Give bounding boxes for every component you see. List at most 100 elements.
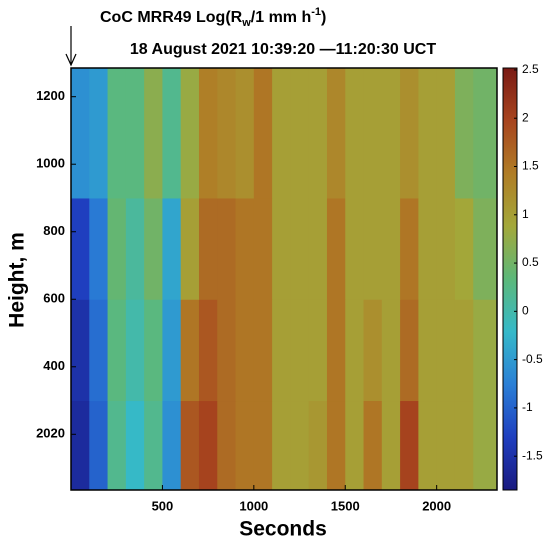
heat-cell xyxy=(272,299,291,402)
heat-cell xyxy=(436,68,456,199)
heat-cell xyxy=(290,197,310,300)
heat-cell xyxy=(400,197,419,300)
colorbar-tick-label: 1.5 xyxy=(522,159,539,173)
heat-cell xyxy=(381,197,401,300)
heat-cell xyxy=(418,68,438,199)
heat-cell xyxy=(180,197,200,300)
colorbar-tick-label: 2.5 xyxy=(522,62,539,76)
heat-cell xyxy=(400,400,419,491)
heat-cell xyxy=(162,197,182,300)
heat-cell xyxy=(436,400,456,491)
heat-cell xyxy=(363,299,383,402)
heat-cell xyxy=(162,68,182,199)
colorbar-tick-label: 0.5 xyxy=(522,255,539,269)
heat-cell xyxy=(198,197,218,300)
heat-cell xyxy=(454,299,474,402)
heat-cell xyxy=(363,400,383,491)
heat-cell xyxy=(253,299,273,402)
heat-cell xyxy=(89,400,109,491)
heat-cell xyxy=(272,400,291,491)
x-tick-label: 2000 xyxy=(422,498,451,513)
heat-cell xyxy=(363,68,383,199)
heat-cell xyxy=(144,68,163,199)
heat-cell xyxy=(400,299,419,402)
heat-cell xyxy=(400,68,419,199)
heat-cell xyxy=(217,197,237,300)
heat-cell xyxy=(308,68,328,199)
colorbar-tick-label: 0 xyxy=(522,304,529,318)
plot-frame xyxy=(70,67,498,491)
heat-cell xyxy=(71,68,90,199)
x-tick-label: 1000 xyxy=(239,498,268,513)
chart-title: CoC MRR49 Log(Rw/1 mm h-1) xyxy=(100,6,326,29)
y-tick-label: 400 xyxy=(43,358,65,373)
colorbar-tick-label: 1 xyxy=(522,207,529,221)
heat-cell xyxy=(71,400,90,491)
heat-cell xyxy=(89,68,109,199)
title-part: CoC MRR49 Log(R xyxy=(100,9,243,26)
heat-cell xyxy=(308,197,328,300)
heat-cell xyxy=(162,400,182,491)
heat-cell xyxy=(107,197,127,300)
colorbar-tick-label: -0.5 xyxy=(522,352,543,366)
heat-cell xyxy=(454,197,474,300)
heat-cell xyxy=(125,400,145,491)
heat-cell xyxy=(71,197,90,300)
heat-cell xyxy=(326,68,346,199)
heat-cell xyxy=(345,400,365,491)
heat-cell xyxy=(326,197,346,300)
chart-subtitle: 18 August 2021 10:39:20 —11:20:30 UCT xyxy=(130,41,436,58)
heat-cell xyxy=(125,299,145,402)
heat-cell xyxy=(473,400,498,491)
heat-cell xyxy=(253,68,273,199)
heat-cell xyxy=(308,299,328,402)
heat-cell xyxy=(290,68,310,199)
heat-cell xyxy=(436,299,456,402)
y-tick-label: 1200 xyxy=(36,88,65,103)
heat-cell xyxy=(89,197,109,300)
heat-cell xyxy=(107,400,127,491)
title-part: w xyxy=(241,17,251,29)
x-tick-label: 1500 xyxy=(331,498,360,513)
y-axis-label: Height, m xyxy=(6,232,29,328)
heat-cell xyxy=(235,197,255,300)
heat-cell xyxy=(144,299,163,402)
heat-cell xyxy=(381,68,401,199)
colorbar-tick-label: 2 xyxy=(522,110,529,124)
colorbar-tick-label: -1 xyxy=(522,400,533,414)
heat-cell xyxy=(381,299,401,402)
heat-cell xyxy=(217,68,237,199)
y-tick-label: 600 xyxy=(43,291,65,306)
heat-cell xyxy=(290,299,310,402)
heat-cell xyxy=(107,299,127,402)
heat-cell xyxy=(418,299,438,402)
y-tick-label: 800 xyxy=(43,223,65,238)
heat-cell xyxy=(217,299,237,402)
heat-cell xyxy=(473,197,498,300)
y-tick-label: 2020 xyxy=(36,426,65,441)
heat-cell xyxy=(436,197,456,300)
heat-cell xyxy=(253,197,273,300)
heat-cell xyxy=(454,68,474,199)
heat-cell xyxy=(473,68,498,199)
title-part: ) xyxy=(321,9,326,26)
heat-cell xyxy=(71,299,90,402)
arrow xyxy=(65,26,77,67)
heat-cell xyxy=(381,400,401,491)
heat-cell xyxy=(235,400,255,491)
heat-cell xyxy=(198,400,218,491)
x-tick-label: 500 xyxy=(152,498,174,513)
heat-cell xyxy=(144,400,163,491)
heat-cell xyxy=(326,400,346,491)
heat-cell xyxy=(180,68,200,199)
y-tick-label: 1000 xyxy=(36,156,65,171)
heat-cell xyxy=(308,400,328,491)
heat-cell xyxy=(345,68,365,199)
heat-cell xyxy=(272,197,291,300)
heat-cell xyxy=(272,68,291,199)
heat-cell xyxy=(363,197,383,300)
heat-cell xyxy=(454,400,474,491)
heat-cell xyxy=(418,197,438,300)
heat-cell xyxy=(235,299,255,402)
